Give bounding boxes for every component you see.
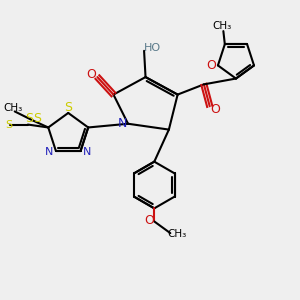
Text: N: N <box>83 147 91 158</box>
Text: N: N <box>118 117 127 130</box>
Text: S: S <box>34 112 41 125</box>
Text: S: S <box>64 100 72 114</box>
Text: O: O <box>87 68 97 81</box>
Text: CH₃: CH₃ <box>167 229 186 239</box>
Text: CH₃: CH₃ <box>212 21 232 31</box>
Text: O: O <box>207 59 217 72</box>
Text: O: O <box>211 103 220 116</box>
Text: O: O <box>144 214 154 227</box>
Text: S: S <box>25 112 33 124</box>
Text: CH₃: CH₃ <box>4 103 23 113</box>
Text: N: N <box>45 147 54 158</box>
Text: HO: HO <box>144 43 161 53</box>
Text: S: S <box>5 119 12 130</box>
